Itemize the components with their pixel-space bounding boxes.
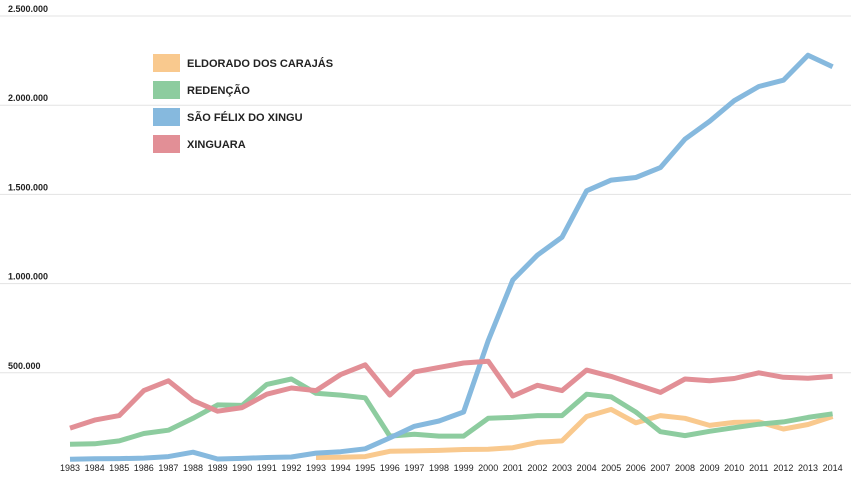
x-tick-label: 2014: [823, 463, 843, 473]
x-tick-label: 2001: [503, 463, 523, 473]
series-line-1: [69, 376, 833, 447]
x-tick-label: 1983: [60, 463, 80, 473]
x-tick-label: 1990: [232, 463, 252, 473]
x-tick-label: 2007: [650, 463, 670, 473]
series-lines: [69, 52, 834, 462]
x-tick-label: 1987: [158, 463, 178, 473]
y-axis-tick-labels: 500.000 1.000.000 1.500.000 2.000.000 2.500.…: [8, 4, 48, 371]
x-tick-label: 1998: [429, 463, 449, 473]
x-tick-label: 1999: [454, 463, 474, 473]
x-tick-label: 1988: [183, 463, 203, 473]
x-tick-label: 2000: [478, 463, 498, 473]
x-tick-label: 2012: [773, 463, 793, 473]
x-tick-label: 2008: [675, 463, 695, 473]
x-tick-label: 1989: [208, 463, 228, 473]
x-tick-label: 1996: [380, 463, 400, 473]
x-tick-label: 1984: [85, 463, 105, 473]
x-tick-label: 1997: [404, 463, 424, 473]
x-tick-label: 2003: [552, 463, 572, 473]
x-tick-label: 2011: [749, 463, 768, 473]
y-tick-label: 1.000.000: [8, 272, 48, 282]
legend-swatch: [153, 108, 180, 126]
x-tick-label: 2005: [601, 463, 621, 473]
x-tick-label: 1991: [257, 463, 277, 473]
legend: ELDORADO DOS CARAJÁS REDENÇÃO SÃO FÉLIX DO…: [153, 54, 333, 153]
x-tick-label: 1985: [109, 463, 129, 473]
x-tick-label: 2002: [527, 463, 547, 473]
x-tick-label: 1994: [331, 463, 351, 473]
x-tick-label: 2004: [577, 463, 597, 473]
legend-swatch: [153, 81, 180, 99]
y-tick-label: 2.500.000: [8, 4, 48, 14]
x-tick-label: 2006: [626, 463, 646, 473]
legend-swatch: [153, 54, 180, 72]
x-tick-label: 2013: [798, 463, 818, 473]
legend-label: XINGUARA: [187, 139, 246, 151]
x-tick-label: 2009: [700, 463, 720, 473]
y-tick-label: 500.000: [8, 361, 41, 371]
legend-swatch: [153, 135, 180, 153]
legend-label: ELDORADO DOS CARAJÁS: [187, 57, 333, 70]
series-line-0: [315, 406, 834, 460]
x-tick-label: 1986: [134, 463, 154, 473]
legend-label: REDENÇÃO: [187, 84, 250, 97]
x-tick-label: 1995: [355, 463, 375, 473]
series-line-3: [69, 358, 833, 431]
y-tick-label: 1.500.000: [8, 182, 48, 192]
x-tick-label: 1993: [306, 463, 326, 473]
x-tick-label: 1992: [281, 463, 301, 473]
series-line-2: [69, 52, 834, 462]
grid-lines: [0, 15, 851, 374]
legend-label: SÃO FÉLIX DO XINGU: [187, 111, 303, 124]
x-tick-label: 2010: [724, 463, 744, 473]
y-tick-label: 2.000.000: [8, 93, 48, 103]
x-axis-tick-labels: 1983 1984 1985 1986 1987 1988 1989 1990 1991 1992…: [60, 463, 843, 473]
